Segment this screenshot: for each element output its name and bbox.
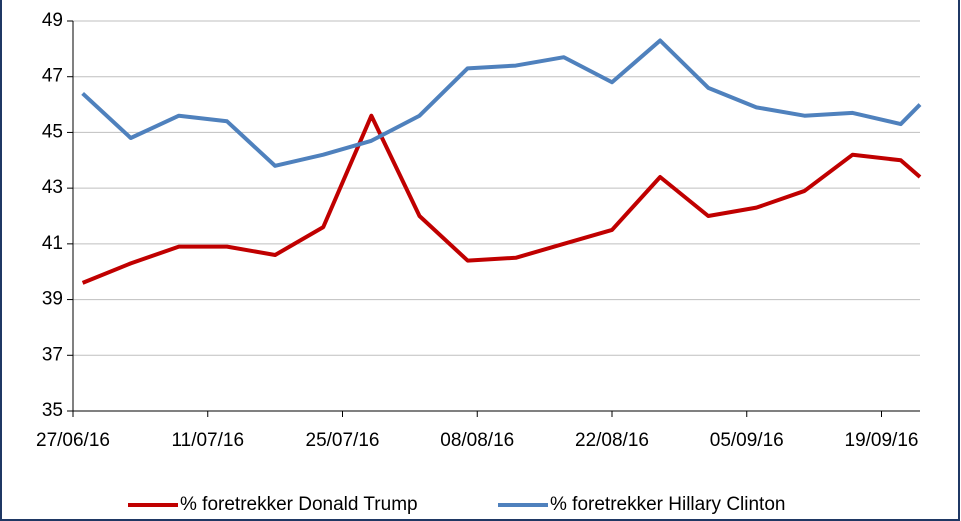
- x-tick-label: 22/08/16: [575, 430, 649, 451]
- series-line: [81, 38, 922, 168]
- y-tick-label: 37: [42, 344, 63, 365]
- x-tick-label: 19/09/16: [845, 430, 919, 451]
- legend-label: % foretrekker Donald Trump: [180, 494, 418, 515]
- x-tick-label: 27/06/16: [36, 430, 110, 451]
- y-tick-label: 49: [42, 10, 63, 31]
- y-tick-label: 47: [42, 66, 63, 87]
- y-tick-label: 43: [42, 177, 63, 198]
- y-tick-label: 39: [42, 289, 63, 310]
- x-tick-label: 05/09/16: [710, 430, 784, 451]
- legend-label: % foretrekker Hillary Clinton: [550, 494, 785, 515]
- y-tick-label: 45: [42, 121, 63, 142]
- y-tick-label: 35: [42, 400, 63, 421]
- x-tick-label: 08/08/16: [440, 430, 514, 451]
- x-tick-label: 25/07/16: [306, 430, 380, 451]
- x-tick-label: 11/07/16: [171, 430, 244, 451]
- series-line: [81, 113, 922, 285]
- y-tick-label: 41: [42, 233, 63, 254]
